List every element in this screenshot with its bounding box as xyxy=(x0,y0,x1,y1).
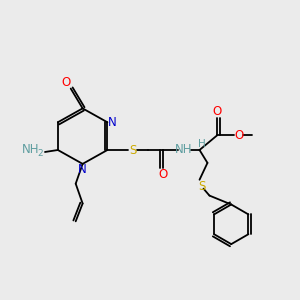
Text: S: S xyxy=(198,180,205,193)
Text: H: H xyxy=(198,139,206,149)
Text: NH: NH xyxy=(22,142,40,155)
Text: O: O xyxy=(158,168,167,181)
Text: O: O xyxy=(61,76,70,89)
Text: NH: NH xyxy=(175,142,192,155)
Text: N: N xyxy=(108,116,117,129)
Text: O: O xyxy=(235,129,244,142)
Text: S: S xyxy=(130,143,137,157)
Text: 2: 2 xyxy=(37,149,43,158)
Text: N: N xyxy=(78,163,87,176)
Text: O: O xyxy=(213,105,222,118)
